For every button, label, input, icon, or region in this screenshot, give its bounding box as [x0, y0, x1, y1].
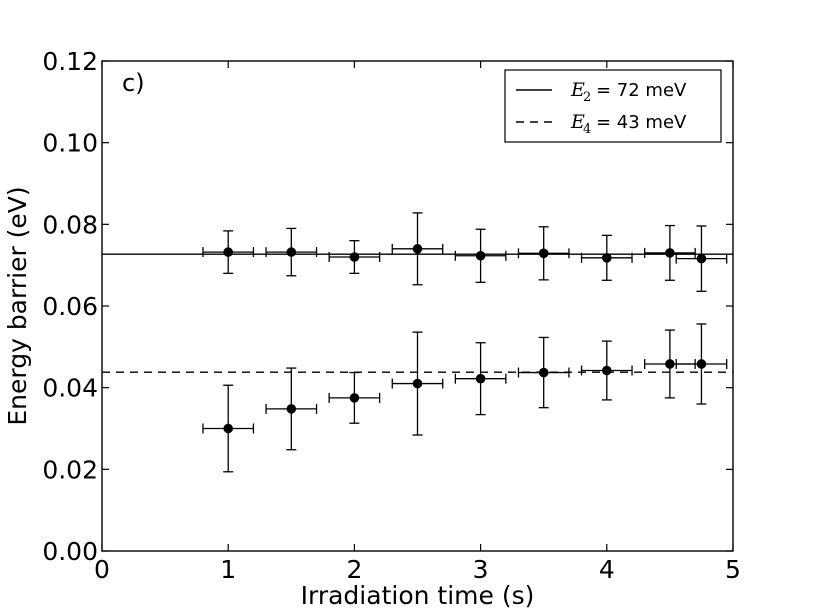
x-tick-label: 1: [220, 555, 236, 584]
x-tick-label: 3: [473, 555, 489, 584]
data-layer: [102, 212, 733, 473]
x-axis-label: Irradiation time (s): [301, 581, 535, 610]
data-point: [665, 248, 675, 258]
y-axis-label: Energy barrier (eV): [3, 186, 32, 425]
y-tick-label: 0.04: [42, 374, 98, 403]
legend-symbol-e2: E: [570, 79, 585, 101]
data-point: [665, 359, 675, 369]
data-point: [475, 250, 486, 261]
x-tick-label: 2: [346, 555, 362, 584]
panel-label: c): [122, 69, 145, 97]
data-point: [475, 373, 486, 384]
data-point: [602, 365, 612, 376]
legend-symbol-e4: E: [570, 111, 585, 133]
data-point: [412, 378, 423, 389]
legend-subscript-e4: 4: [583, 122, 591, 137]
data-point: [538, 367, 549, 378]
data-point: [349, 252, 360, 262]
x-tick-label: 4: [599, 555, 615, 584]
x-tick-label: 5: [725, 555, 741, 584]
data-point: [696, 359, 707, 369]
y-tick-label: 0.02: [42, 455, 98, 484]
data-point: [223, 247, 233, 257]
y-tick-label: 0.08: [42, 210, 98, 239]
data-point: [286, 404, 297, 414]
ticks-layer: 0 1 2 3 4 5 0.00 0.02 0.04 0.06 0.08 0.10 0.12: [42, 47, 741, 584]
y-tick-label: 0.12: [42, 47, 98, 76]
legend-value-e4: = 43 meV: [596, 112, 687, 133]
series-1: [202, 212, 728, 292]
data-point: [412, 244, 423, 254]
data-point: [286, 247, 297, 257]
y-tick-label: 0.10: [42, 129, 98, 158]
legend-subscript-e2: 2: [583, 90, 591, 105]
data-point: [538, 248, 549, 259]
legend-value-e2: = 72 meV: [596, 80, 687, 101]
legend-box: [504, 69, 722, 143]
y-tick-label: 0.06: [42, 292, 98, 321]
legend: E 2 = 72 meV E 4 = 43 meV: [504, 69, 722, 143]
series-2: [202, 323, 728, 473]
y-tick-label: 0.00: [42, 537, 98, 566]
data-point: [696, 253, 707, 264]
data-point: [349, 393, 360, 403]
x-tick-label: 0: [94, 555, 110, 584]
data-point: [602, 253, 612, 263]
data-point: [223, 423, 233, 434]
